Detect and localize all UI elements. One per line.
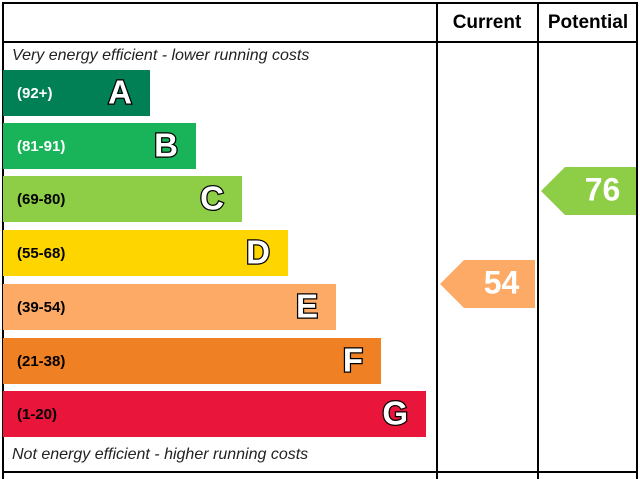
- band-letter: B: [154, 127, 178, 164]
- bottom-note: Not energy efficient - higher running co…: [12, 446, 308, 463]
- band-letter: E: [296, 288, 318, 325]
- band-letter: A: [108, 74, 132, 111]
- band-letter: G: [382, 395, 408, 432]
- band-letter: C: [200, 180, 224, 217]
- band-bar: [3, 70, 150, 116]
- band-bar: [3, 123, 196, 169]
- band-bar: [3, 391, 426, 437]
- band-bar: [3, 338, 381, 384]
- band-range: (69-80): [17, 191, 65, 208]
- current-arrow: [440, 260, 535, 308]
- current-header: Current: [453, 12, 522, 33]
- potential-header: Potential: [548, 12, 628, 33]
- band-range: (92+): [17, 85, 52, 102]
- potential-score: 76: [585, 171, 621, 207]
- band-letter: F: [343, 342, 363, 379]
- band-range: (39-54): [17, 299, 65, 316]
- band-range: (1-20): [17, 406, 57, 423]
- band-bar: [3, 230, 288, 276]
- band-letter: D: [246, 234, 270, 271]
- band-bar: [3, 284, 336, 330]
- band-range: (81-91): [17, 138, 65, 155]
- band-range: (55-68): [17, 245, 65, 262]
- potential-arrow: [541, 167, 636, 215]
- band-range: (21-38): [17, 353, 65, 370]
- top-note: Very energy efficient - lower running co…: [12, 47, 309, 64]
- current-score: 54: [484, 264, 520, 300]
- band-bar: [3, 176, 242, 222]
